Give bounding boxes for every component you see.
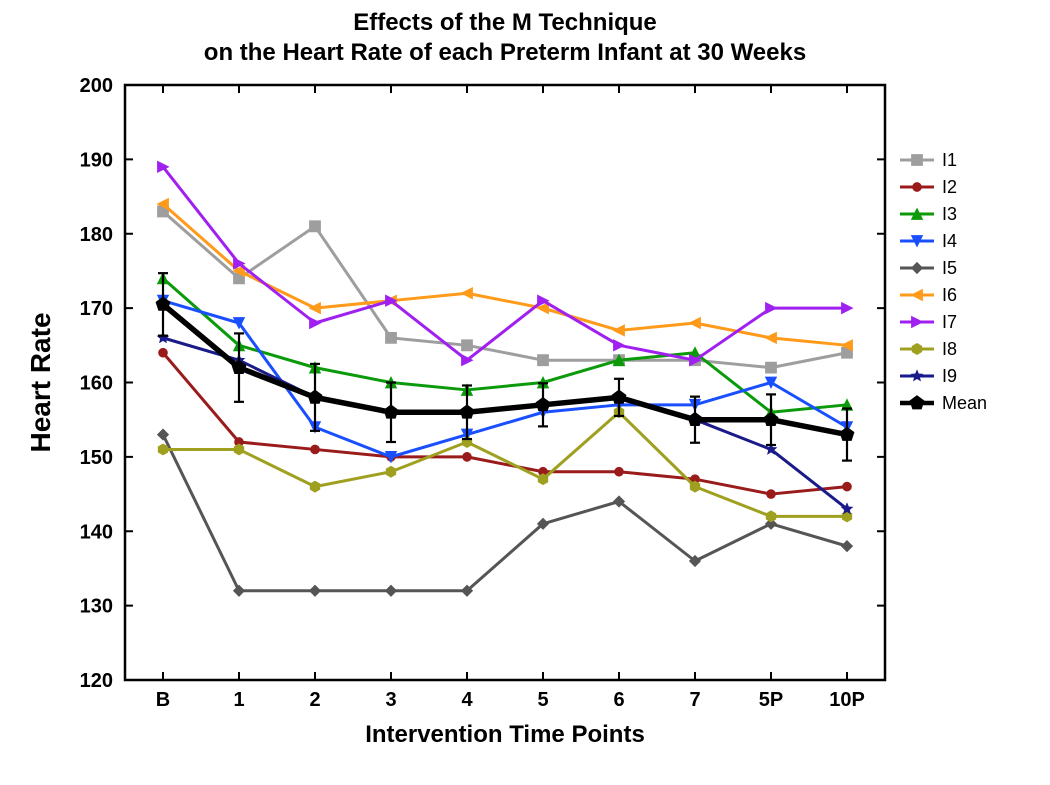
legend-label: I2 [942,177,957,197]
x-tick-label: 2 [309,689,320,711]
x-axis-label: Intervention Time Points [365,721,645,748]
x-tick-label: 6 [613,689,624,711]
series-marker [690,481,699,492]
series-marker [615,467,624,476]
series-marker [766,511,775,522]
series-marker [463,453,472,462]
y-tick-label: 160 [80,373,113,395]
y-tick-label: 130 [80,596,113,618]
x-tick-label: 5P [759,689,783,711]
y-tick-label: 180 [80,224,113,246]
series-marker [766,362,777,373]
legend-label: I6 [942,285,957,305]
series-marker [234,444,243,455]
series-marker [386,466,395,477]
x-tick-label: 5 [537,689,548,711]
x-tick-label: B [156,689,170,711]
chart-svg: Effects of the M Technique on the Heart R… [0,0,1050,785]
y-tick-label: 140 [80,521,113,543]
y-axis-label: Heart Rate [25,312,56,452]
chart-container: Effects of the M Technique on the Heart R… [0,0,1050,785]
series-marker [462,340,473,351]
series-marker [767,490,776,499]
legend-label: I3 [942,204,957,224]
y-tick-label: 190 [80,149,113,171]
y-tick-label: 120 [80,670,113,692]
series-marker [310,481,319,492]
series-marker [843,482,852,491]
y-tick-label: 150 [80,447,113,469]
chart-title-line: Effects of the M Technique [353,9,657,36]
x-tick-label: 1 [233,689,244,711]
series-marker [158,444,167,455]
x-tick-label: 4 [461,689,473,711]
chart-bg [0,0,1050,785]
x-tick-label: 3 [385,689,396,711]
chart-title-line: on the Heart Rate of each Preterm Infant… [204,39,806,66]
series-marker [311,445,320,454]
series-marker [912,344,921,355]
series-marker [386,332,397,343]
series-marker [159,348,168,357]
legend-label: I1 [942,150,957,170]
legend-label: Mean [942,393,987,413]
legend-label: I5 [942,258,957,278]
series-marker [913,183,922,192]
legend-label: I9 [942,366,957,386]
series-marker [310,221,321,232]
series-marker [538,355,549,366]
y-tick-label: 170 [80,298,113,320]
x-tick-label: 7 [689,689,700,711]
legend-label: I7 [942,312,957,332]
series-marker [538,474,547,485]
y-tick-label: 200 [80,75,113,97]
legend-label: I4 [942,231,957,251]
series-marker [912,155,923,166]
x-tick-label: 10P [829,689,865,711]
legend-label: I8 [942,339,957,359]
